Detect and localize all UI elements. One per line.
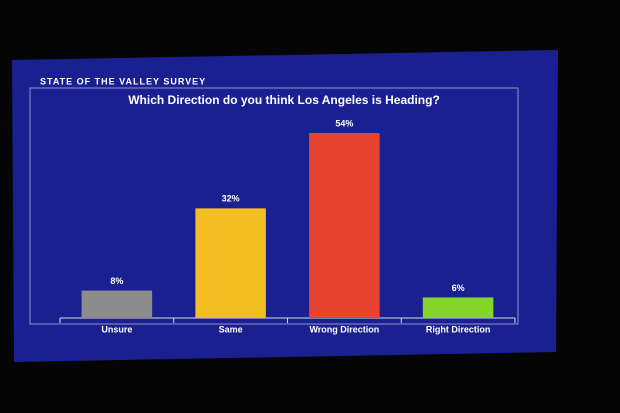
value-label: 6% — [452, 283, 465, 293]
value-label: 54% — [335, 118, 353, 128]
bar — [309, 133, 380, 318]
chart-title: Which Direction do you think Los Angeles… — [128, 93, 440, 107]
slide — [12, 50, 558, 362]
frame — [29, 87, 519, 325]
value-label: 8% — [110, 276, 123, 286]
x-tick-label: Right Direction — [426, 324, 491, 334]
x-tick-label: Unsure — [101, 324, 132, 334]
bar — [81, 290, 153, 318]
bar — [195, 208, 266, 318]
value-label: 32% — [222, 194, 240, 204]
survey-header: STATE OF THE VALLEY SURVEY — [40, 76, 206, 86]
x-tick-label: Same — [219, 324, 243, 334]
x-tick-label: Wrong Direction — [309, 324, 379, 334]
bar — [422, 297, 494, 318]
